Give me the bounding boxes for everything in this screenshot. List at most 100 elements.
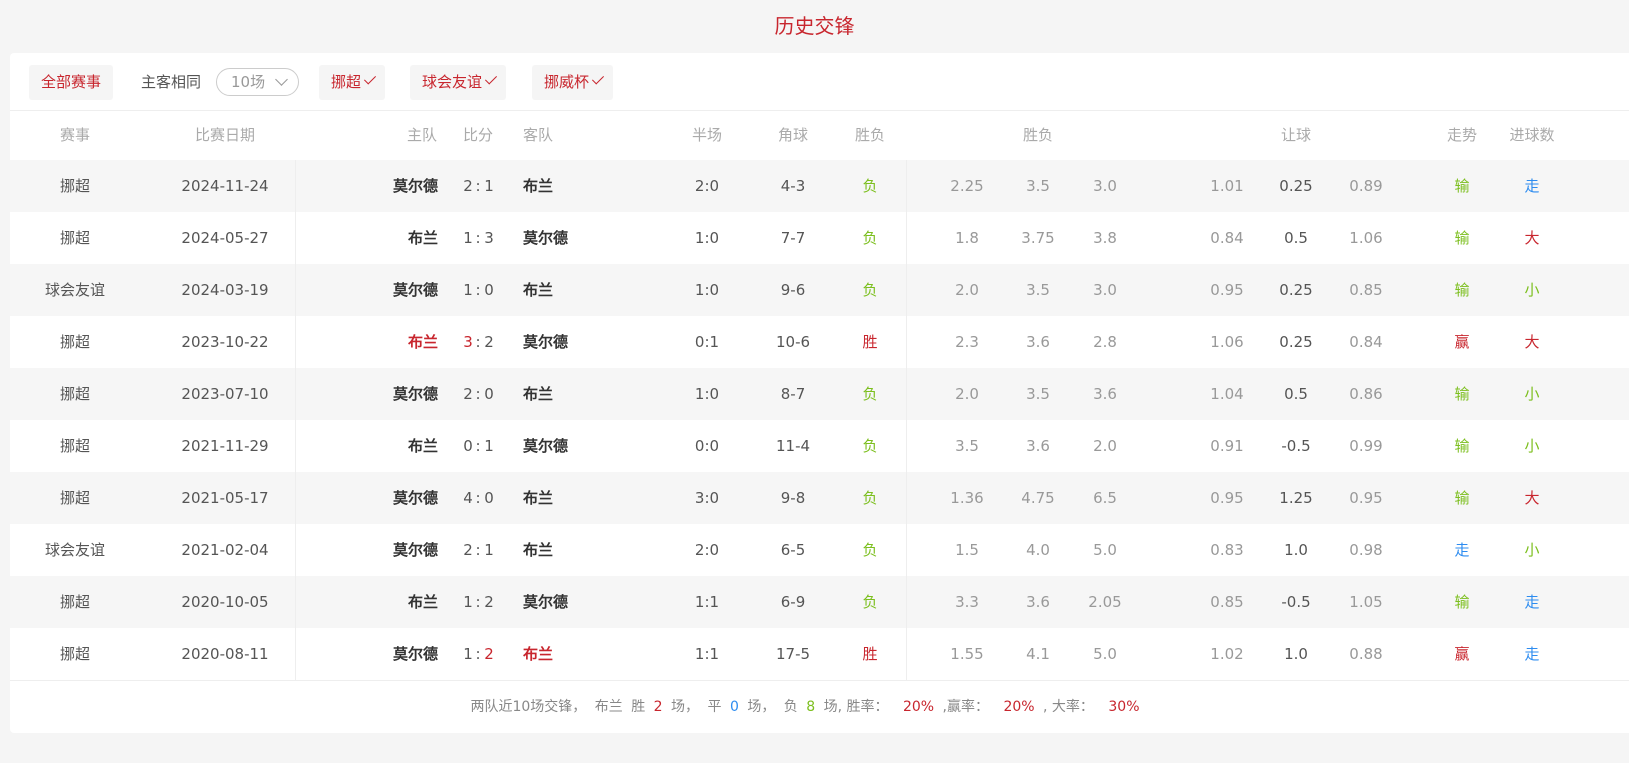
handicap-line: 1.0 <box>1284 645 1308 663</box>
odds-draw: 4.1 <box>1026 645 1050 663</box>
header-trend: 走势 <box>1446 126 1478 144</box>
odds-away: 2.8 <box>1093 333 1117 351</box>
handicap-home: 0.91 <box>1210 437 1244 455</box>
away-team: 布兰 <box>523 489 554 507</box>
league-cell: 球会友谊 <box>44 541 106 559</box>
away-score: 0 <box>484 489 494 507</box>
table-row[interactable]: 挪超 2020-08-11 莫尔德 1:2 布兰 1:1 17-5 胜 1.55 4.1 5.0 1.… <box>10 628 1629 680</box>
result-cell: 负 <box>862 437 878 455</box>
goals-cell: 小 <box>1524 541 1540 559</box>
match-count-select[interactable]: 10场 <box>216 68 299 96</box>
league-cell: 挪超 <box>59 645 91 663</box>
handicap-home: 0.95 <box>1210 281 1244 299</box>
all-matches-button[interactable]: 全部赛事 <box>29 65 114 100</box>
league-cell: 挪超 <box>59 229 91 247</box>
summary-text: , 大率： <box>1043 699 1094 715</box>
handicap-line: 0.25 <box>1279 281 1313 299</box>
away-team: 布兰 <box>523 541 554 559</box>
column-divider <box>295 160 296 680</box>
odds-home: 1.8 <box>955 229 979 247</box>
away-team: 布兰 <box>523 385 554 403</box>
table-row[interactable]: 挪超 2024-11-24 莫尔德 2:1 布兰 2:0 4-3 负 2.25 3.5 3.0 1.0… <box>10 160 1629 212</box>
score-colon: : <box>475 593 481 611</box>
handicap-away: 0.85 <box>1349 281 1383 299</box>
handicap-line: 1.0 <box>1284 541 1308 559</box>
goals-cell: 大 <box>1524 333 1540 351</box>
handicap-line: -0.5 <box>1281 437 1311 455</box>
handicap-line: 1.25 <box>1279 489 1313 507</box>
result-cell: 负 <box>862 593 878 611</box>
table-header: 赛事 比赛日期 主队 比分 客队 半场 角球 胜负 胜负 让球 走势 进球数 <box>10 111 1629 160</box>
table-row[interactable]: 挪超 2021-05-17 莫尔德 4:0 布兰 3:0 9-8 负 1.36 4.75 6.5 0.… <box>10 472 1629 524</box>
corner-cell: 4-3 <box>780 177 806 195</box>
big-rate: 30% <box>1108 699 1140 715</box>
column-divider <box>906 160 907 680</box>
odds-home: 2.0 <box>955 281 979 299</box>
odds-away: 5.0 <box>1093 645 1117 663</box>
score-colon: : <box>475 645 481 663</box>
trend-cell: 赢 <box>1454 333 1470 351</box>
summary-team: 布兰 <box>594 699 623 715</box>
date-cell: 2023-10-22 <box>181 333 269 351</box>
away-score: 1 <box>484 541 494 559</box>
odds-home: 1.55 <box>950 645 984 663</box>
table-row[interactable]: 球会友谊 2021-02-04 莫尔德 2:1 布兰 2:0 6-5 负 1.5 4.0 5.0 0.… <box>10 524 1629 576</box>
date-cell: 2020-08-11 <box>181 645 269 663</box>
handicap-away: 0.86 <box>1349 385 1383 403</box>
result-cell: 负 <box>862 385 878 403</box>
filter-club-friendly[interactable]: 球会友谊 <box>410 65 507 100</box>
table-row[interactable]: 挪超 2020-10-05 布兰 1:2 莫尔德 1:1 6-9 负 3.3 3.6 2.05 0.8… <box>10 576 1629 628</box>
league-cell: 挪超 <box>59 333 91 351</box>
result-cell: 胜 <box>862 645 878 663</box>
filter-norway-cup[interactable]: 挪威杯 <box>532 65 614 100</box>
check-icon <box>364 72 377 85</box>
filter-eliteserien[interactable]: 挪超 <box>319 65 386 100</box>
odds-draw: 3.6 <box>1026 333 1050 351</box>
header-home: 主队 <box>406 126 438 144</box>
league-cell: 挪超 <box>59 177 91 195</box>
header-odds: 胜负 <box>1022 126 1054 144</box>
table-row[interactable]: 挪超 2024-05-27 布兰 1:3 莫尔德 1:0 7-7 负 1.8 3.75 3.8 0.8… <box>10 212 1629 264</box>
goals-cell: 大 <box>1524 489 1540 507</box>
summary-text: 场, 胜率： <box>823 699 889 715</box>
away-team: 布兰 <box>523 177 554 195</box>
away-score: 2 <box>484 333 494 351</box>
away-score: 3 <box>484 229 494 247</box>
odds-draw: 3.5 <box>1026 177 1050 195</box>
date-cell: 2021-02-04 <box>181 541 269 559</box>
handicap-away: 0.89 <box>1349 177 1383 195</box>
result-cell: 负 <box>862 177 878 195</box>
away-team: 莫尔德 <box>523 333 569 351</box>
odds-draw: 4.0 <box>1026 541 1050 559</box>
match-count-value: 10场 <box>231 73 266 91</box>
table-row[interactable]: 挪超 2023-10-22 布兰 3:2 莫尔德 0:1 10-6 胜 2.3 3.6 2.8 1.0… <box>10 316 1629 368</box>
score-colon: : <box>475 489 481 507</box>
handicap-line: 0.25 <box>1279 333 1313 351</box>
date-cell: 2024-03-19 <box>181 281 269 299</box>
table-row[interactable]: 球会友谊 2024-03-19 莫尔德 1:0 布兰 1:0 9-6 负 2.0 3.5 3.0 0.… <box>10 264 1629 316</box>
corner-cell: 11-4 <box>775 437 811 455</box>
same-home-away-label[interactable]: 主客相同 <box>141 73 202 91</box>
away-score: 1 <box>484 177 494 195</box>
score-colon: : <box>475 281 481 299</box>
header-league: 赛事 <box>59 126 91 144</box>
handicap-away: 0.98 <box>1349 541 1383 559</box>
score-colon: : <box>475 385 481 403</box>
odds-away: 3.8 <box>1093 229 1117 247</box>
away-score: 2 <box>484 645 494 663</box>
trend-cell: 输 <box>1454 385 1470 403</box>
home-score: 1 <box>463 281 473 299</box>
win-rate: 20% <box>902 699 935 715</box>
goals-cell: 小 <box>1524 281 1540 299</box>
odds-home: 1.36 <box>950 489 984 507</box>
odds-draw: 3.6 <box>1026 437 1050 455</box>
corner-cell: 9-6 <box>780 281 806 299</box>
away-score: 1 <box>484 437 494 455</box>
filter-label: 球会友谊 <box>422 73 483 91</box>
table-row[interactable]: 挪超 2023-07-10 莫尔德 2:0 布兰 1:0 8-7 负 2.0 3.5 3.6 1.04… <box>10 368 1629 420</box>
handicap-home: 0.95 <box>1210 489 1244 507</box>
handicap-away: 0.88 <box>1349 645 1383 663</box>
table-row[interactable]: 挪超 2021-11-29 布兰 0:1 莫尔德 0:0 11-4 负 3.5 3.6 2.0 0.9… <box>10 420 1629 472</box>
handicap-line: -0.5 <box>1281 593 1311 611</box>
header-score: 比分 <box>462 126 494 144</box>
